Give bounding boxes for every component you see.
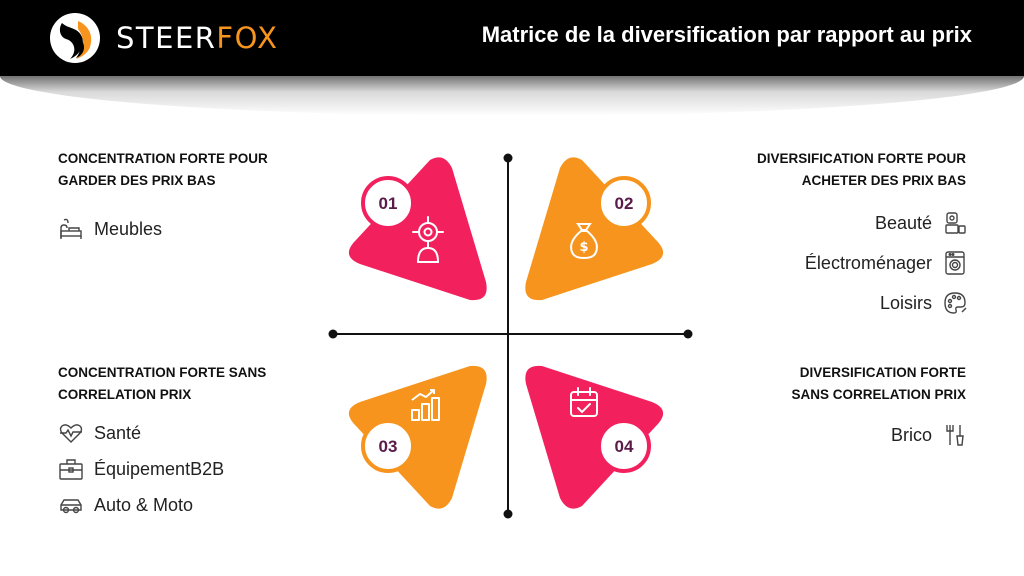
quadrant-04-title-line1: DIVERSIFICATION FORTE (799, 365, 966, 380)
quadrant-02-title-line1: DIVERSIFICATION FORTE POUR (756, 151, 966, 166)
svg-text:$: $ (579, 240, 588, 255)
quadrant-03-title-line1: CONCENTRATION FORTE SANS (58, 365, 267, 380)
axis-endpoint-right (683, 329, 693, 339)
quadrant-04-shape (525, 365, 664, 509)
list-item-auto-moto: Auto & Moto (58, 492, 193, 518)
quadrant-01-title: CONCENTRATION FORTE POUR GARDER DES PRIX… (58, 148, 268, 192)
quadrant-03-title-line2: CORRELATION PRIX (58, 387, 192, 402)
logo-text-steer: STEER (116, 21, 217, 55)
sofa-icon (58, 216, 84, 242)
quadrant-04-title: DIVERSIFICATION FORTE SANS CORRELATION P… (791, 362, 966, 406)
logo-wordmark: STEERFOX (116, 21, 278, 55)
quadrant-02-badge: 02 (597, 176, 651, 230)
item-label: ÉquipementB2B (94, 458, 225, 479)
quadrant-03-number: 03 (379, 437, 398, 456)
money-bag-icon: $ (570, 223, 598, 260)
axis-endpoint-left (328, 329, 338, 339)
quadrant-01-title-line2: GARDER DES PRIX BAS (58, 173, 216, 188)
item-label: Électroménager (804, 252, 932, 273)
list-item-brico: Brico (891, 422, 968, 448)
quadrant-03-title: CONCENTRATION FORTE SANS CORRELATION PRI… (58, 362, 266, 406)
item-label: Auto & Moto (94, 494, 194, 515)
list-item-beaute: Beauté (875, 210, 968, 236)
list-item-loisirs: Loisirs (880, 290, 968, 316)
item-label: Meubles (94, 218, 163, 239)
quadrant-03-badge: 03 (361, 419, 415, 473)
item-label: Loisirs (879, 292, 932, 313)
axis-endpoint-top (503, 153, 513, 163)
washing-machine-icon (942, 250, 968, 276)
axis-endpoint-bottom (503, 509, 513, 519)
toolbox-icon (58, 456, 84, 482)
quadrant-03-shape (348, 365, 487, 509)
item-label: Beauté (874, 212, 932, 233)
list-item-equipement-b2b: ÉquipementB2B (58, 456, 224, 482)
quadrant-01-shape (348, 157, 487, 301)
growth-chart-icon (411, 389, 440, 421)
list-item-meubles: Meubles (58, 216, 162, 242)
list-item-sante: Santé (58, 420, 141, 446)
cosmetics-icon (942, 210, 968, 236)
steerfox-logo: STEERFOX (48, 11, 288, 65)
quadrant-01-number: 01 (379, 194, 398, 213)
quadrant-02-shape (525, 157, 664, 301)
logo-text-fox: FOX (216, 21, 279, 55)
header-bar: STEERFOX Matrice de la diversification p… (0, 0, 1024, 76)
palette-icon (942, 290, 968, 316)
quadrant-01-badge: 01 (361, 176, 415, 230)
car-icon (58, 492, 84, 518)
quadrant-04-title-line2: SANS CORRELATION PRIX (791, 387, 966, 402)
page-title: Matrice de la diversification par rappor… (481, 22, 972, 47)
quadrant-04-number: 04 (615, 437, 634, 456)
tools-icon (942, 422, 968, 448)
quadrant-02-number: 02 (615, 194, 634, 213)
quadrant-04-badge: 04 (597, 419, 651, 473)
quadrant-02-title: DIVERSIFICATION FORTE POUR ACHETER DES P… (757, 148, 966, 192)
quadrant-01-title-line1: CONCENTRATION FORTE POUR (58, 151, 268, 166)
item-label: Santé (94, 422, 142, 443)
fox-logo-icon (50, 13, 100, 63)
item-label: Brico (890, 424, 932, 445)
calendar-check-icon (570, 387, 598, 417)
heart-pulse-icon (58, 420, 84, 446)
list-item-electromenager: Électroménager (805, 250, 968, 276)
quadrant-02-title-line2: ACHETER DES PRIX BAS (801, 173, 966, 188)
target-person-icon (412, 216, 444, 263)
